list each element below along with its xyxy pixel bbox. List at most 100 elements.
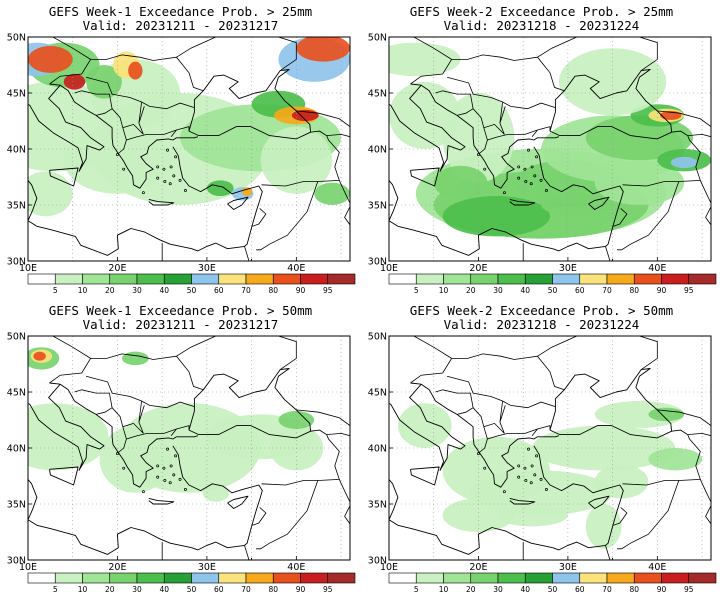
country-border [256, 480, 319, 550]
country-border [605, 246, 611, 261]
island [530, 464, 534, 468]
lat-label: 30N [368, 257, 387, 268]
lat-label: 35N [7, 201, 26, 212]
coastline [389, 382, 466, 471]
colorbar-label: 95 [684, 585, 694, 594]
country-border [122, 123, 144, 135]
probability-shading [389, 81, 461, 149]
colorbar-label: 95 [323, 585, 333, 594]
panel-week1-50mm: GEFS Week-1 Exceedance Prob. > 50mm Vali… [0, 299, 361, 598]
country-border [296, 110, 350, 138]
colorbar-label: 50 [548, 286, 558, 295]
probability-shading [260, 126, 333, 194]
coastline [28, 519, 192, 555]
probability-shading [442, 498, 515, 532]
lat-label: 40N [368, 145, 387, 156]
country-border [170, 428, 177, 436]
island [517, 475, 521, 479]
lat-label: 30N [7, 257, 26, 268]
country-border [499, 101, 506, 124]
probability-shading [648, 448, 703, 471]
coastline [509, 198, 536, 206]
country-border [483, 123, 505, 135]
coastline [588, 196, 610, 210]
colorbar-label: 40 [520, 286, 530, 295]
probability-shading [594, 400, 685, 428]
colorbar-swatch [388, 572, 417, 584]
colorbar-swatch [579, 572, 608, 584]
island [523, 167, 527, 171]
colorbar-swatch [470, 572, 499, 584]
island [524, 479, 528, 482]
panel-week2-50mm: GEFS Week-2 Exceedance Prob. > 50mm Vali… [361, 299, 722, 598]
country-border [657, 110, 711, 138]
colorbar-swatch [688, 572, 717, 584]
island [517, 464, 521, 468]
colorbar-swatch [191, 273, 220, 285]
lon-label: 40E [648, 562, 666, 573]
coastline [389, 220, 553, 256]
probability-shading [541, 193, 613, 217]
country-border [338, 479, 350, 525]
colorbar-swatch [633, 273, 662, 285]
colorbar-swatch [82, 572, 111, 584]
island [517, 165, 521, 169]
island [169, 165, 173, 169]
country-border [252, 208, 267, 227]
country-border [622, 130, 701, 187]
lon-label: 20E [108, 263, 126, 274]
probability-shading [241, 187, 253, 197]
colorbar-swatch [470, 273, 499, 285]
island [122, 466, 126, 470]
colorbar-swatch [497, 572, 526, 584]
colorbar-label: 70 [602, 286, 612, 295]
colorbar-swatch [54, 572, 83, 584]
colorbar-swatch [497, 273, 526, 285]
island [533, 174, 537, 178]
probability-shading [496, 504, 568, 527]
probability-shading [314, 182, 350, 205]
country-border [622, 429, 701, 486]
country-border [410, 353, 565, 391]
country-border [531, 428, 538, 436]
colorbar-label: 5 [414, 286, 419, 295]
island [530, 165, 534, 169]
colorbar-label: 90 [296, 286, 306, 295]
island [183, 487, 187, 491]
coastline [549, 368, 673, 439]
colorbar-label: 5 [414, 585, 419, 594]
island [166, 447, 169, 451]
colorbar-swatch [579, 273, 608, 285]
coastline [188, 368, 312, 439]
lat-label: 50N [7, 332, 26, 343]
probability-shading [648, 407, 685, 422]
country-border [410, 54, 565, 92]
coastline [389, 83, 466, 172]
coastline [509, 497, 536, 505]
colorbar-swatch [552, 572, 581, 584]
colorbar-label: 90 [296, 585, 306, 594]
colorbar-swatch [524, 572, 553, 584]
coastline [172, 146, 263, 252]
colorbar-swatch [300, 273, 329, 285]
lat-label: 45N [7, 388, 26, 399]
lat-label: 45N [7, 89, 26, 100]
lat-label: 50N [7, 33, 26, 44]
probability-shading [202, 483, 230, 502]
colorbar-label: 70 [602, 585, 612, 594]
coastline [533, 445, 624, 551]
country-border [52, 336, 91, 359]
island [476, 452, 480, 456]
colorbar-label: 20 [105, 585, 115, 594]
island [529, 481, 533, 485]
probability-shading [99, 425, 172, 493]
country-border [118, 438, 127, 453]
country-border [699, 180, 711, 226]
island [115, 452, 119, 456]
country-border [435, 90, 474, 116]
coastline [611, 557, 614, 560]
island [524, 180, 528, 183]
probability-shading [389, 42, 461, 77]
